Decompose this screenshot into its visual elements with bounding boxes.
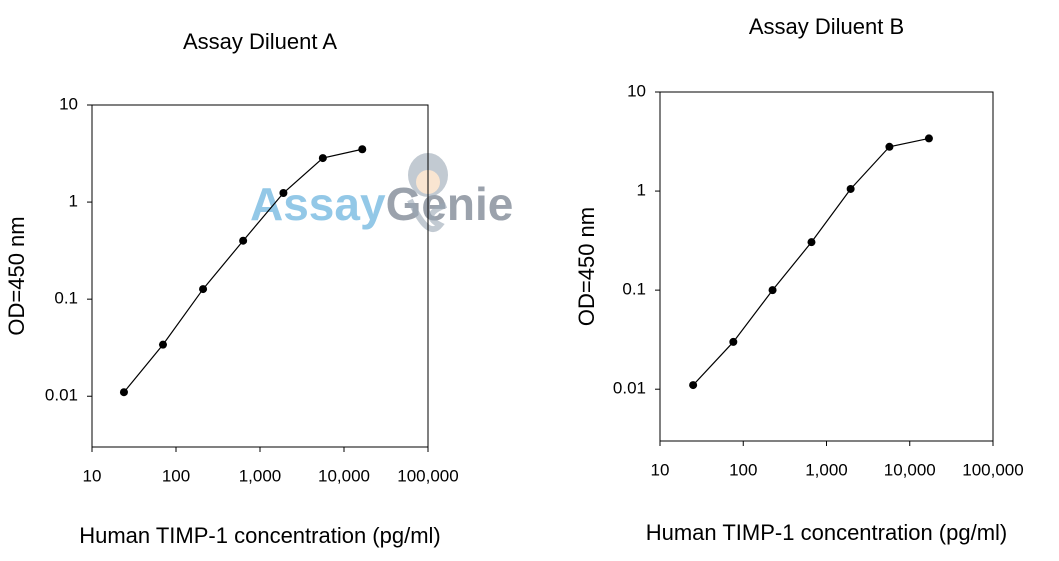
x-tick-label: 1,000 [239, 466, 282, 485]
x-tick-label: 100 [162, 466, 190, 485]
data-point [689, 381, 698, 390]
data-point [239, 236, 248, 245]
y-axis-label: OD=450 nm [574, 207, 599, 326]
y-tick-label: 10 [627, 81, 646, 100]
plot-frame [659, 91, 994, 442]
x-tick-label: 10 [651, 460, 670, 479]
y-tick-label: 0.1 [54, 289, 78, 308]
x-axis-label: Human TIMP-1 concentration (pg/ml) [646, 520, 1008, 545]
data-point [279, 189, 288, 198]
x-tick-label: 10,000 [884, 460, 936, 479]
data-point [885, 142, 894, 151]
data-point [846, 184, 855, 193]
y-tick-label: 1 [69, 192, 78, 211]
data-point [358, 145, 367, 154]
y-tick-label: 0.01 [613, 379, 646, 398]
y-axis-label: OD=450 nm [4, 216, 29, 335]
x-axis-label: Human TIMP-1 concentration (pg/ml) [79, 523, 441, 548]
y-tick-label: 1 [637, 181, 646, 200]
x-tick-label: 100 [729, 460, 757, 479]
plot-frame [91, 104, 429, 448]
data-point [729, 337, 738, 346]
watermark: AssayGenie [250, 178, 513, 230]
watermark-part: Genie [386, 178, 514, 230]
data-point [199, 285, 208, 294]
x-tick-label: 10,000 [318, 466, 370, 485]
data-point [807, 238, 816, 247]
x-tick-label: 10 [83, 466, 102, 485]
y-tick-label: 10 [59, 94, 78, 113]
x-tick-label: 100,000 [962, 460, 1023, 479]
chart-title: Assay Diluent B [749, 14, 904, 39]
data-point [318, 154, 327, 163]
series-line [692, 137, 930, 386]
y-tick-label: 0.01 [45, 386, 78, 405]
data-point [158, 340, 167, 349]
data-point [924, 134, 933, 143]
data-point [768, 286, 777, 295]
watermark-part: Assay [250, 178, 386, 230]
x-tick-label: 100,000 [397, 466, 458, 485]
x-tick-label: 1,000 [805, 460, 848, 479]
data-point [119, 388, 128, 397]
chart-title: Assay Diluent A [183, 29, 337, 54]
y-tick-label: 0.1 [622, 280, 646, 299]
